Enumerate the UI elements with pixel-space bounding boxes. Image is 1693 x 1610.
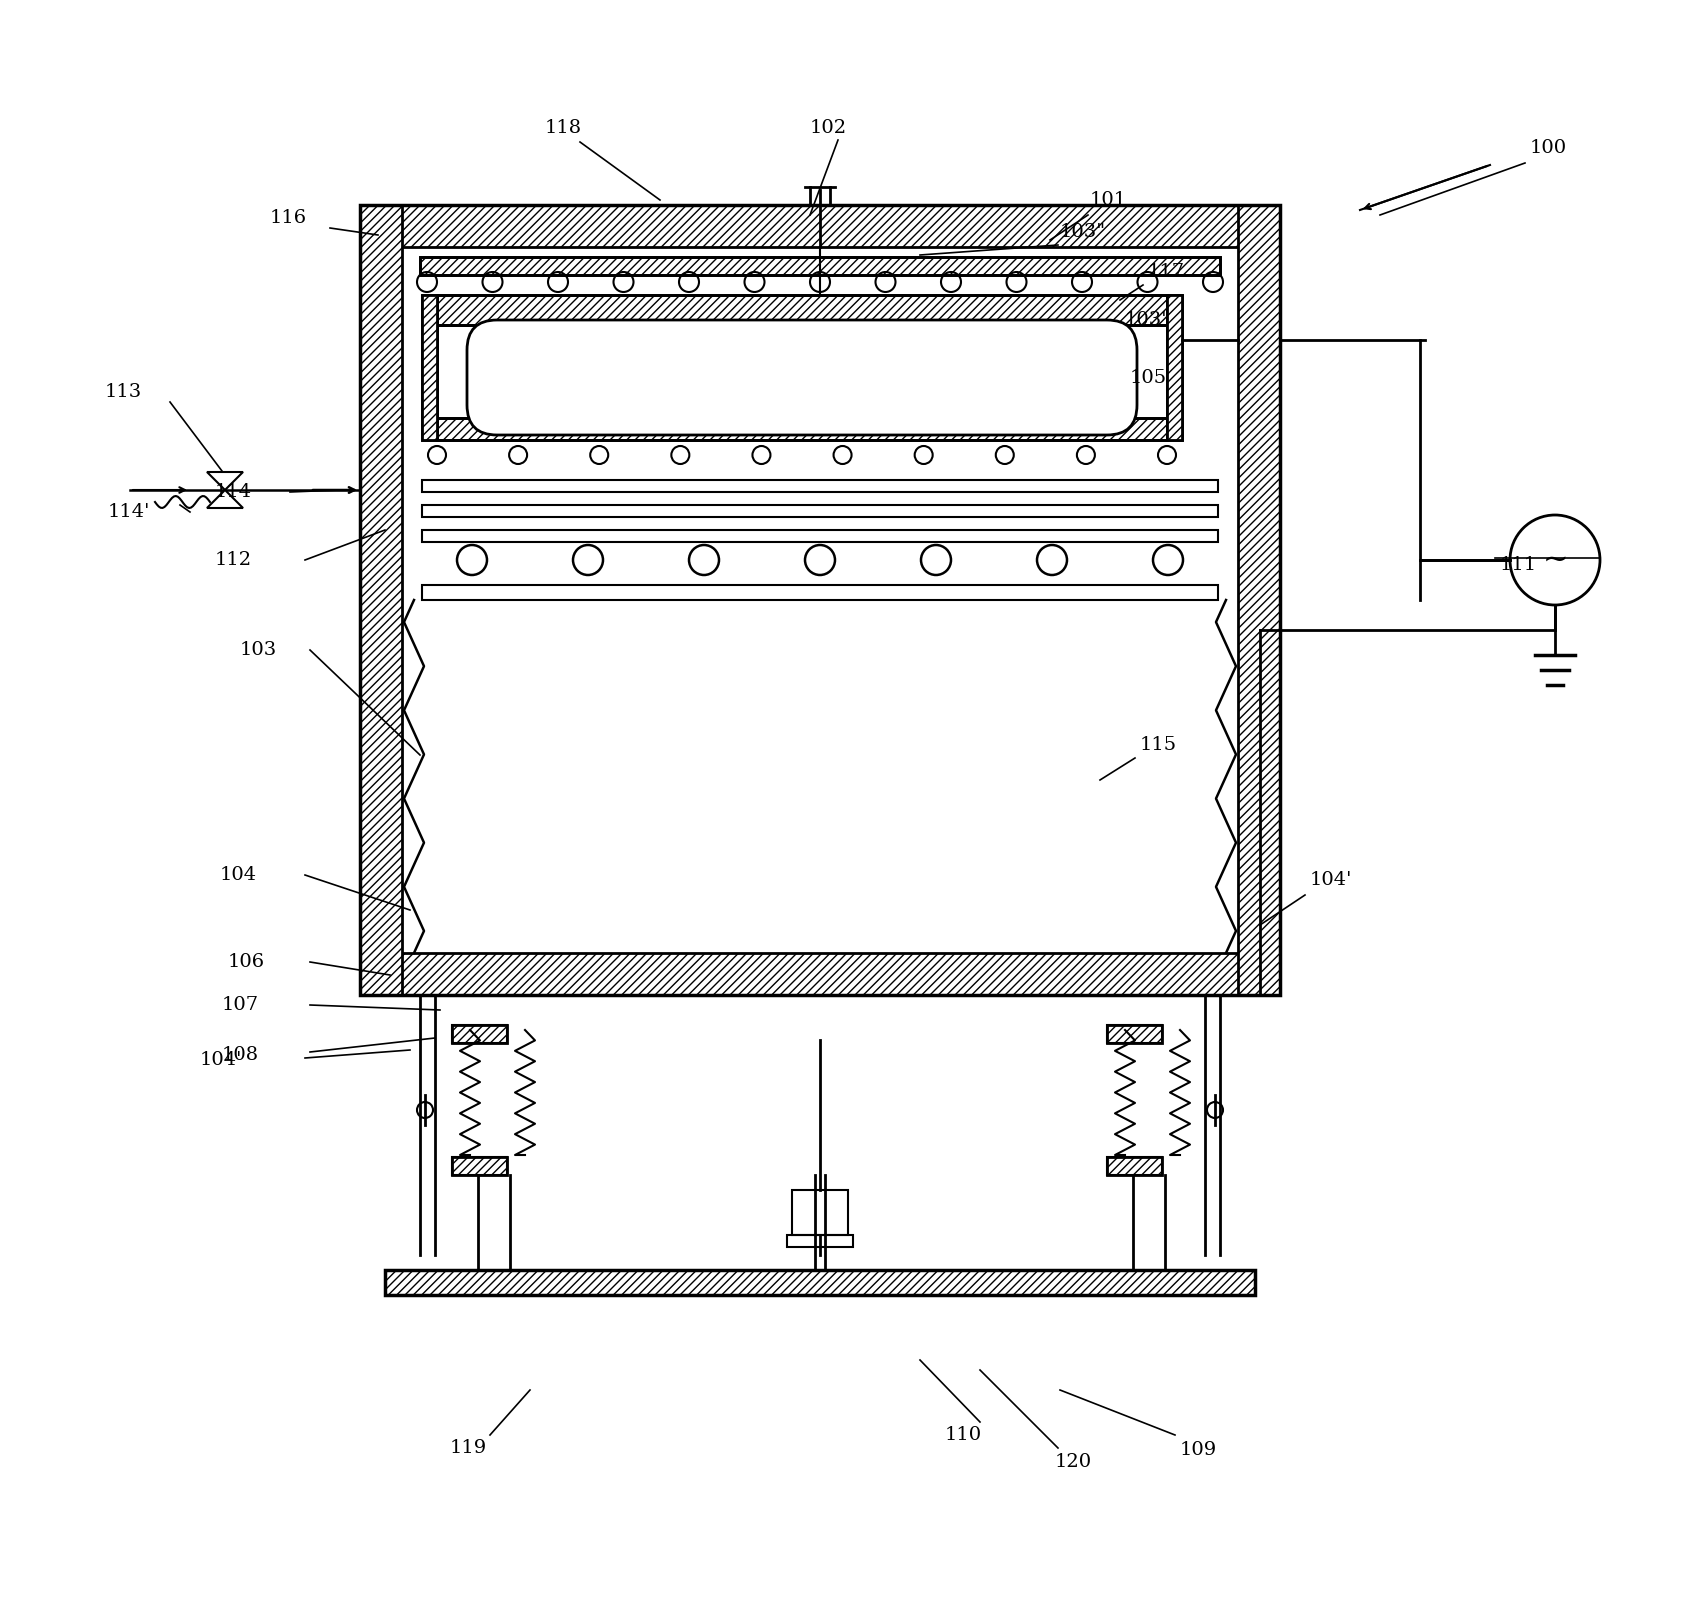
Bar [437, 419, 1166, 440]
Text: 120: 120 [1055, 1452, 1092, 1472]
Bar [1166, 295, 1182, 440]
Text: 108: 108 [222, 1046, 259, 1064]
FancyBboxPatch shape [467, 320, 1138, 435]
Text: 116: 116 [269, 209, 306, 227]
Text: 115: 115 [1139, 736, 1177, 753]
Text: 118: 118 [545, 119, 582, 137]
Bar [1107, 1158, 1161, 1175]
Text: 112: 112 [215, 551, 252, 568]
Bar [384, 1270, 1255, 1294]
Bar [422, 295, 437, 440]
Text: ~: ~ [1542, 546, 1568, 575]
Bar [1107, 1026, 1161, 1043]
Bar [384, 1270, 1255, 1294]
Text: 114: 114 [215, 483, 252, 501]
Bar [422, 530, 1217, 543]
Bar [437, 295, 1166, 325]
Text: 100: 100 [1530, 138, 1568, 158]
Text: 109: 109 [1180, 1441, 1217, 1459]
Bar [1107, 1158, 1161, 1175]
Text: 103': 103' [1126, 311, 1168, 328]
Bar [361, 953, 1280, 995]
Bar [792, 1190, 848, 1235]
Bar [1166, 295, 1182, 440]
Text: 111: 111 [1500, 555, 1537, 575]
Bar [420, 258, 1221, 275]
Text: 103": 103" [1060, 224, 1106, 242]
Bar [422, 506, 1217, 517]
Text: 102: 102 [809, 119, 846, 137]
Text: 106: 106 [229, 953, 266, 971]
Bar [422, 295, 437, 440]
Bar [437, 325, 1166, 440]
Text: 105: 105 [1129, 369, 1166, 386]
Bar [452, 1158, 506, 1175]
Bar [361, 204, 1280, 995]
Bar [452, 1026, 506, 1043]
Text: 103: 103 [240, 641, 278, 658]
Bar [787, 1235, 853, 1248]
Bar [422, 480, 1217, 493]
Bar [361, 204, 1280, 246]
Bar [452, 1026, 506, 1043]
Bar [1238, 204, 1280, 995]
Text: 104': 104' [200, 1051, 242, 1069]
Bar [437, 295, 1166, 325]
Bar [1107, 1026, 1161, 1043]
Bar [361, 204, 401, 995]
Text: 107: 107 [222, 997, 259, 1014]
Text: 117: 117 [1148, 262, 1185, 282]
Text: 114': 114' [108, 502, 151, 522]
Text: 104: 104 [220, 866, 257, 884]
Bar [437, 419, 1166, 440]
Text: 119: 119 [450, 1439, 488, 1457]
Text: 113: 113 [105, 383, 142, 401]
Text: 110: 110 [945, 1426, 982, 1444]
Polygon shape [207, 489, 244, 509]
Text: 101: 101 [1090, 192, 1128, 209]
Bar [420, 258, 1221, 275]
Polygon shape [207, 472, 244, 489]
Text: 104': 104' [1310, 871, 1353, 889]
Bar [422, 584, 1217, 601]
Bar [452, 1158, 506, 1175]
